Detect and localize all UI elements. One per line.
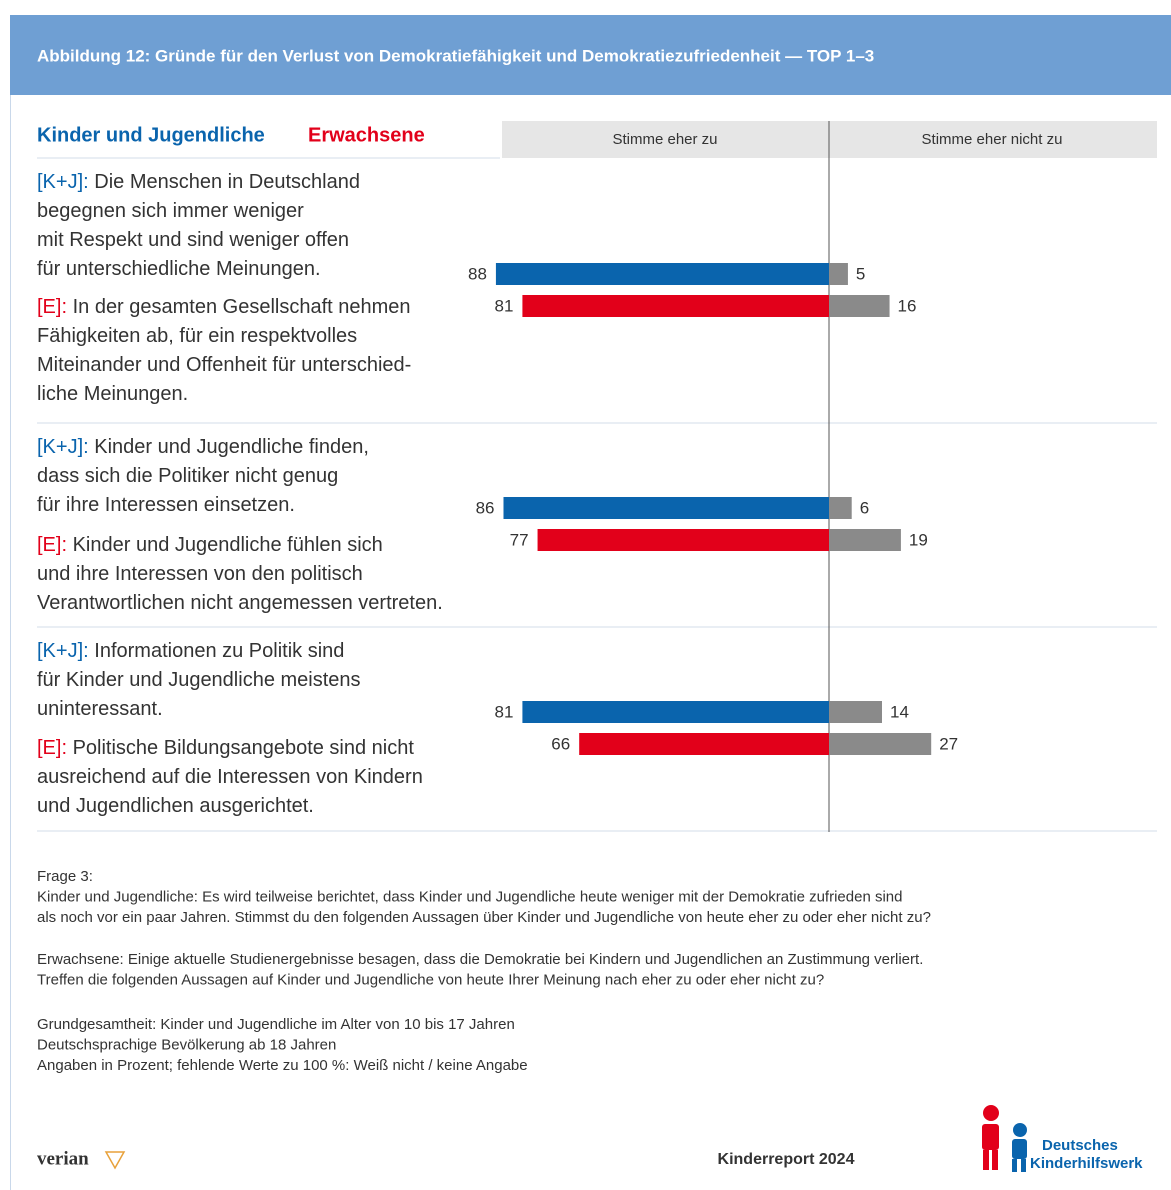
statement-prefix: [E]: [37,737,67,759]
statement-line: und ihre Interessen von den politisch [37,563,363,585]
logo-icon [104,1151,126,1170]
statement-line: [E]: Politische Bildungsangebote sind ni… [37,737,414,759]
statement-line: [K+J]: Informationen zu Politik sind [37,640,344,662]
statement-text: für ihre Interessen einsetzen. [37,494,295,516]
note-line: Deutschsprachige Bevölkerung ab 18 Jahre… [37,1036,336,1053]
statement-line: und Jugendlichen ausgerichtet. [37,795,314,817]
statement-prefix: [K+J]: [37,171,89,193]
note-line: als noch vor ein paar Jahren. Stimmst du… [37,909,931,926]
statement-text: mit Respekt und sind weniger offen [37,229,349,251]
column-header: Stimme eher nicht zu [922,131,1063,148]
publisher-name: Kinderhilfswerk [1030,1155,1143,1172]
value-label: 27 [939,734,958,753]
publisher-logo [982,1105,1027,1172]
bar-disagree [829,529,901,551]
statement-text: Kinder und Jugendliche fühlen sich [73,534,383,556]
statement-text: Fähigkeiten ab, für ein respektvolles [37,325,357,347]
value-label: 6 [860,498,869,517]
note-line: Frage 3: [37,868,93,885]
legend-entry: Kinder und Jugendliche [37,124,265,146]
statement-line: [E]: Kinder und Jugendliche fühlen sich [37,534,383,556]
value-label: 88 [468,264,487,283]
statement-text: für unterschiedliche Meinungen. [37,258,321,280]
value-label: 66 [551,734,570,753]
statement-line: Miteinander und Offenheit für unterschie… [37,354,411,376]
statement-line: uninteressant. [37,698,163,720]
bar-disagree [829,497,852,519]
value-label: 19 [909,530,928,549]
publisher-name: Deutsches [1042,1137,1118,1154]
statement-text: Kinder und Jugendliche finden, [94,436,369,458]
statement-line: liche Meinungen. [37,383,188,405]
statement-line: ausreichend auf die Interessen von Kinde… [37,766,423,788]
statement-line: [K+J]: Die Menschen in Deutschland [37,171,360,193]
bar-agree [537,529,829,551]
statement-prefix: [E]: [37,296,67,318]
bar-agree [579,733,829,755]
value-label: 86 [476,498,495,517]
bar-disagree [829,733,932,755]
value-label: 77 [510,530,529,549]
statement-prefix: [K+J]: [37,640,89,662]
bar-disagree [829,263,848,285]
bar-disagree [829,295,890,317]
statement-text: und ihre Interessen von den politisch [37,563,363,585]
bar-agree [522,295,829,317]
source-logo: verian [37,1148,89,1169]
statement-text: ausreichend auf die Interessen von Kinde… [37,766,423,788]
bar-agree [522,701,829,723]
statement-text: und Jugendlichen ausgerichtet. [37,795,314,817]
statement-prefix: [E]: [37,534,67,556]
chart-title: Abbildung 12: Gründe für den Verlust von… [37,46,874,65]
value-label: 5 [856,264,865,283]
statement-text: Verantwortlichen nicht angemessen vertre… [37,592,443,614]
statement-text: Die Menschen in Deutschland [94,171,360,193]
statement-text: für Kinder und Jugendliche meistens [37,669,361,691]
value-label: 81 [494,296,513,315]
note-line: Grundgesamtheit: Kinder und Jugendliche … [37,1016,515,1033]
statement-line: dass sich die Politiker nicht genug [37,465,338,487]
value-label: 16 [898,296,917,315]
value-label: 81 [494,702,513,721]
value-label: 14 [890,702,909,721]
statement-line: Fähigkeiten ab, für ein respektvolles [37,325,357,347]
statement-text: uninteressant. [37,698,163,720]
bar-agree [495,263,829,285]
note-line: Angaben in Prozent; fehlende Werte zu 10… [37,1057,528,1074]
statement-line: begegnen sich immer weniger [37,200,304,222]
bar-agree [503,497,829,519]
note-line: Kinder und Jugendliche: Es wird teilweis… [37,888,902,905]
bar-disagree [829,701,882,723]
statement-line: mit Respekt und sind weniger offen [37,229,349,251]
statement-text: liche Meinungen. [37,383,188,405]
statement-line: für ihre Interessen einsetzen. [37,494,295,516]
statement-line: für unterschiedliche Meinungen. [37,258,321,280]
legend-entry: Erwachsene [308,124,425,146]
column-header: Stimme eher zu [612,131,717,148]
statement-prefix: [K+J]: [37,436,89,458]
statement-line: [K+J]: Kinder und Jugendliche finden, [37,436,369,458]
statement-text: Miteinander und Offenheit für unterschie… [37,354,411,376]
note-line: Erwachsene: Einige aktuelle Studienergeb… [37,951,923,968]
statement-line: Verantwortlichen nicht angemessen vertre… [37,592,443,614]
statement-text: Politische Bildungsangebote sind nicht [73,737,415,759]
statement-line: [E]: In der gesamten Gesellschaft nehmen [37,296,411,318]
note-line: Treffen die folgenden Aussagen auf Kinde… [37,971,824,988]
statement-line: für Kinder und Jugendliche meistens [37,669,361,691]
statement-text: begegnen sich immer weniger [37,200,304,222]
statement-text: Informationen zu Politik sind [94,640,344,662]
header-band [10,15,1171,95]
report-name: Kinderreport 2024 [718,1151,855,1168]
statement-text: dass sich die Politiker nicht genug [37,465,338,487]
statement-text: In der gesamten Gesellschaft nehmen [73,296,411,318]
